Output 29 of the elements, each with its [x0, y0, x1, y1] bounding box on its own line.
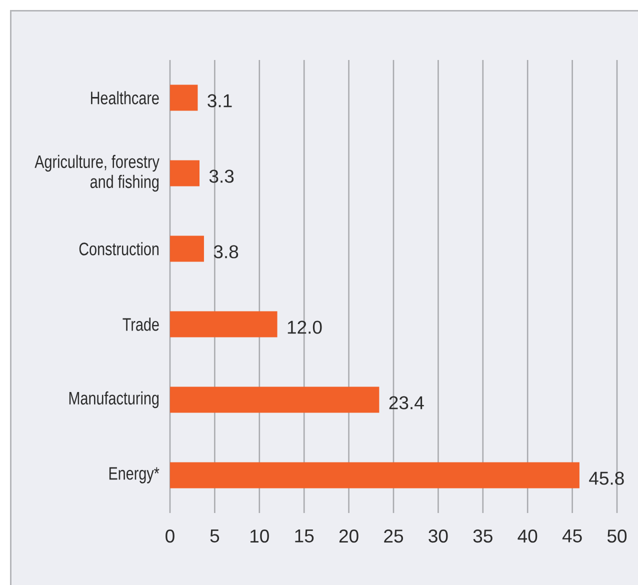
bar: [170, 386, 380, 413]
x-tick-label: 40: [518, 530, 538, 543]
bar: [170, 462, 580, 488]
x-tick-label: 5: [210, 530, 220, 542]
data-label: 3.1: [208, 94, 232, 108]
y-tick-label: Trade: [122, 318, 159, 331]
x-tick-label: 0: [166, 530, 174, 543]
y-tick-label: Manufacturing: [69, 391, 159, 408]
data-label: 3.8: [214, 245, 238, 258]
bar: [170, 236, 204, 262]
x-tick-label: 45: [562, 530, 582, 542]
x-tick-label: 25: [384, 530, 404, 543]
bar: [170, 160, 200, 186]
data-label: 45.8: [589, 472, 624, 485]
data-label: 3.3: [209, 170, 234, 183]
x-tick-label: 35: [473, 530, 492, 543]
y-tick-label: Energy*: [109, 467, 160, 484]
data-label: 12.0: [288, 320, 322, 334]
bar: [170, 84, 198, 111]
x-tick-label: 30: [428, 530, 448, 543]
y-tick-label: Agriculture, forestry and fishing: [34, 154, 160, 192]
x-tick-label: 15: [295, 530, 314, 542]
bar: [170, 311, 278, 338]
y-tick-label: Healthcare: [91, 91, 159, 104]
x-tick-label: 20: [339, 530, 358, 543]
data-label: 23.4: [389, 396, 424, 410]
x-tick-label: 50: [607, 530, 627, 543]
y-tick-label: Construction: [79, 242, 159, 256]
x-tick-label: 10: [250, 530, 269, 543]
